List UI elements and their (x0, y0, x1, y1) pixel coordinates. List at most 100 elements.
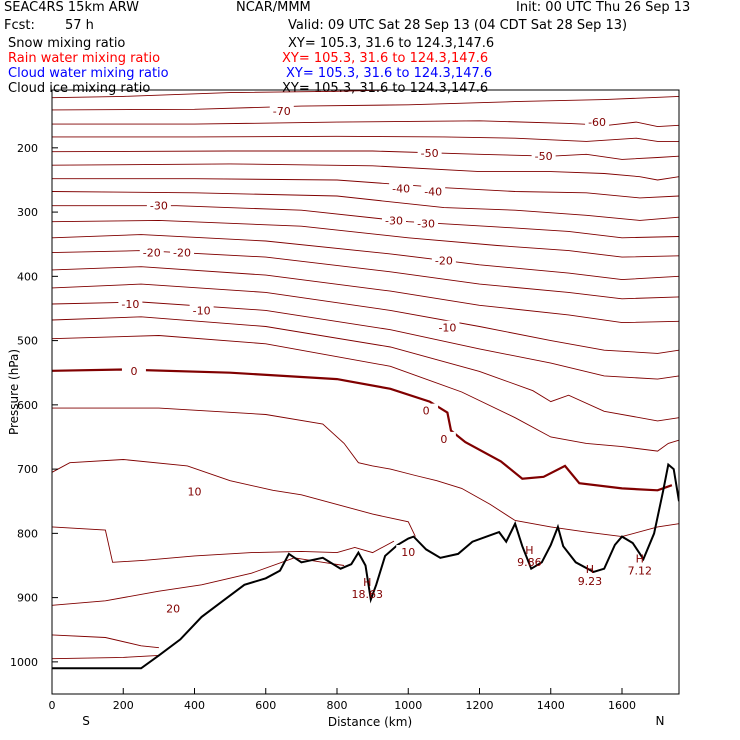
isotherm-line-21 (52, 557, 345, 606)
x-tick-label: 400 (184, 699, 205, 712)
field-label-snow: Snow mixing ratio (8, 36, 126, 51)
x-tick-label: 600 (255, 699, 276, 712)
isotherm-line-13 (52, 283, 679, 354)
isotherm-label: -20 (435, 254, 453, 267)
isotherm-line-15 (52, 316, 679, 422)
y-tick-label: 600 (17, 399, 38, 412)
y-tick-label: 200 (17, 142, 38, 155)
isotherm-line-9 (52, 219, 679, 258)
high-value: 9.23 (578, 575, 603, 588)
isotherm-label: 10 (188, 486, 202, 499)
field-xy-cloud-ice: XY= 105.3, 31.6 to 124.3,147.6 (282, 81, 489, 96)
isotherm-label-bg (431, 431, 456, 445)
south-end-label: S (82, 714, 90, 728)
high-marker: H (636, 552, 644, 565)
isotherm-label-bg (421, 184, 446, 198)
field-label-cloud-ice: Cloud ice mixing ratio (8, 81, 151, 96)
high-marker: H (525, 544, 533, 557)
field-label-cloud-water: Cloud water mixing ratio (8, 66, 169, 81)
x-tick-label: 1400 (537, 699, 565, 712)
isotherm-label: -40 (392, 182, 410, 195)
terrain-line (52, 462, 679, 670)
high-value: 18.63 (352, 588, 384, 601)
isotherm-label: 10 (401, 546, 415, 559)
x-axis-title: Distance (km) (328, 715, 412, 729)
y-axis-title: Pressure (hPa) (7, 349, 21, 435)
x-tick-label: 1000 (394, 699, 422, 712)
isotherm-label: -30 (417, 218, 435, 231)
isotherm-label: -50 (421, 147, 439, 160)
isotherm-line-6 (52, 178, 679, 199)
isotherm-line-12 (52, 266, 679, 324)
y-tick-label: 400 (17, 270, 38, 283)
isotherm-line-2 (52, 120, 679, 128)
isotherm-label-bg (585, 115, 610, 129)
isotherm-label: -10 (121, 298, 139, 311)
y-tick-label: 500 (17, 335, 38, 348)
isotherm-label: -50 (535, 150, 553, 163)
isotherm-label-bg (189, 303, 214, 317)
isotherm-label: -10 (193, 304, 211, 317)
isotherm-label: -40 (424, 186, 442, 199)
isotherm-label: -20 (143, 247, 161, 260)
x-tick-label: 1200 (466, 699, 494, 712)
isotherm-line-8 (52, 205, 679, 239)
isotherm-label-bg (170, 245, 195, 259)
isotherm-label-bg (146, 198, 171, 212)
init-time: Init: 00 UTC Thu 26 Sep 13 (516, 0, 691, 15)
field-label-rain: Rain water mixing ratio (8, 51, 161, 66)
high-marker: H (363, 576, 371, 589)
forecast-hours: 57 h (65, 18, 94, 33)
isotherm-label: -60 (588, 116, 606, 129)
isotherm-line-23 (52, 654, 159, 660)
isotherm-line-5 (52, 163, 679, 181)
isotherm-label-bg (414, 216, 439, 230)
isotherm-label-bg (269, 104, 294, 118)
field-xy-snow: XY= 105.3, 31.6 to 124.3,147.6 (288, 36, 495, 51)
isotherm-label: 0 (130, 365, 137, 378)
isotherm-line-18 (52, 407, 679, 538)
isotherm-line-4 (52, 150, 679, 160)
isotherm-label-bg (435, 320, 460, 334)
high-value: 9.86 (517, 556, 542, 569)
isotherm-label-bg (417, 145, 442, 159)
y-tick-label: 900 (17, 592, 38, 605)
y-tick-label: 800 (17, 527, 38, 540)
model-title: SEAC4RS 15km ARW (4, 0, 140, 15)
field-xy-rain: XY= 105.3, 31.6 to 124.3,147.6 (282, 51, 489, 66)
isotherm-label-bg (382, 213, 406, 227)
isotherm-label: 0 (440, 433, 447, 446)
valid-time: Valid: 09 UTC Sat 28 Sep 13 (04 CDT Sat … (288, 18, 628, 33)
isotherm-label-bg (182, 484, 207, 498)
x-tick-label: 1600 (608, 699, 636, 712)
isotherm-line-3 (52, 135, 679, 142)
y-tick-label: 300 (17, 206, 38, 219)
isotherm-line-7 (52, 191, 679, 221)
isotherm-line-20 (52, 526, 395, 563)
north-end-label: N (656, 714, 665, 728)
isotherm-line-17 (52, 368, 673, 492)
isotherm-label: -70 (273, 105, 291, 118)
isotherm-label: -20 (173, 247, 191, 260)
field-xy-cloud-water: XY= 105.3, 31.6 to 124.3,147.6 (286, 66, 493, 81)
center-name: NCAR/MMM (236, 0, 311, 15)
forecast-label: Fcst: (4, 18, 35, 33)
isotherm-label: 0 (423, 405, 430, 418)
isotherm-line-1 (52, 95, 679, 111)
isotherm-label-bg (389, 181, 414, 195)
isotherm-label: -30 (150, 200, 168, 213)
isotherm-label-bg (396, 544, 421, 558)
x-tick-label: 800 (327, 699, 348, 712)
isotherm-line-0 (52, 90, 409, 99)
isotherm-label: -30 (385, 214, 403, 227)
isotherm-label-bg (118, 296, 143, 310)
isotherm-label-bg (139, 245, 164, 259)
plot-frame (51, 89, 680, 695)
isotherm-line-19 (52, 459, 416, 537)
high-marker: H (586, 563, 594, 576)
isotherm-label: 20 (166, 603, 180, 616)
isotherm-line-22 (52, 634, 159, 649)
x-tick-label: 200 (113, 699, 134, 712)
